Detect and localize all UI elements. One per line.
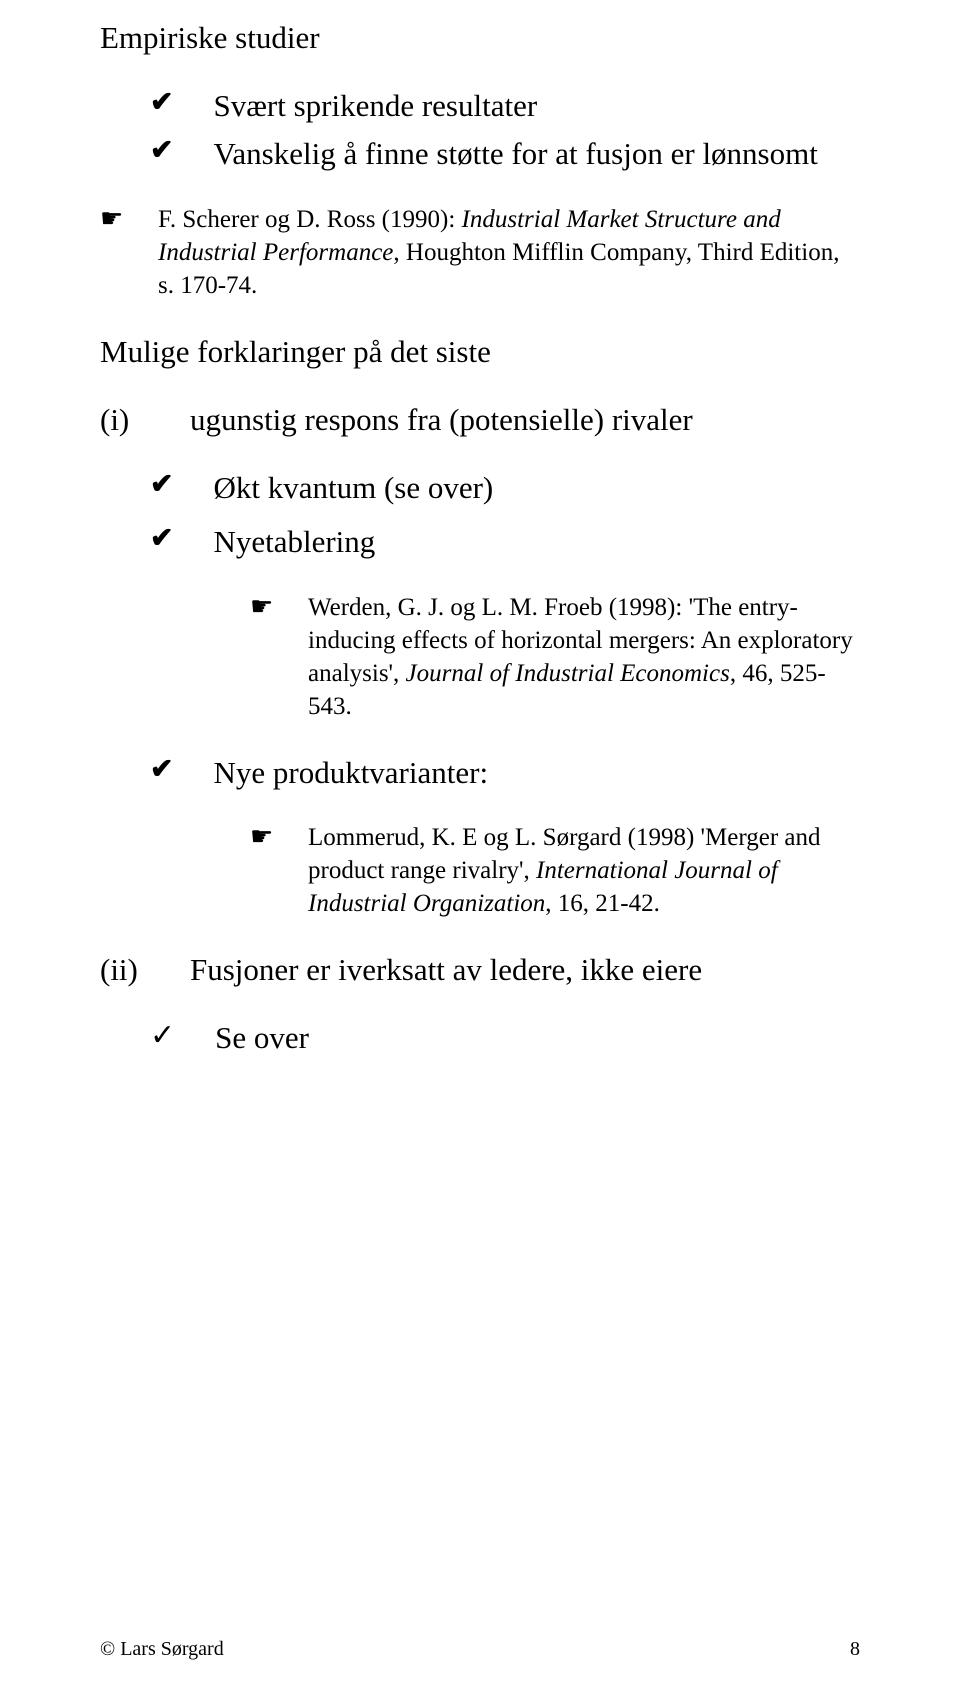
roman-text: Fusjoner er iverksatt av ledere, ikke ei… [190, 950, 860, 990]
roman-item-i: (i) ugunstig respons fra (potensielle) r… [100, 400, 860, 440]
bullet-item: ✔ Svært sprikende resultater [100, 86, 860, 126]
citation-scherer: ☛ F. Scherer og D. Ross (1990): Industri… [100, 203, 860, 302]
citation-lommerud: ☛ Lommerud, K. E og L. Sørgard (1998) 'M… [100, 821, 860, 920]
roman-item-ii: (ii) Fusjoner er iverksatt av ledere, ik… [100, 950, 860, 990]
page-title: Empiriske studier [100, 20, 860, 56]
bullet-item: ✓ Se over [100, 1018, 860, 1058]
bullet-text: Se over [175, 1018, 860, 1058]
check-bold-icon: ✔ [100, 134, 173, 168]
bullet-text: Svært sprikende resultater [173, 86, 860, 126]
citation-text: Werden, G. J. og L. M. Froeb (1998): 'Th… [290, 591, 860, 723]
document-page: Empiriske studier ✔ Svært sprikende resu… [0, 0, 960, 1701]
citation-text: Lommerud, K. E og L. Sørgard (1998) 'Mer… [290, 821, 860, 920]
citation-text: F. Scherer og D. Ross (1990): Industrial… [140, 203, 860, 302]
citation-suffix: , 16, 21-42. [545, 890, 660, 917]
pointer-icon: ☛ [250, 591, 290, 622]
roman-label: (ii) [100, 950, 190, 990]
check-bold-icon: ✔ [100, 753, 173, 787]
se-over-group: ✓ Se over [100, 1018, 860, 1058]
bullet-item: ✔ Nyetablering [100, 522, 860, 562]
footer-copyright: © Lars Sørgard [100, 1638, 224, 1661]
page-footer: © Lars Sørgard 8 [100, 1638, 860, 1661]
citation-werden: ☛ Werden, G. J. og L. M. Froeb (1998): '… [100, 591, 860, 723]
bullet-item: ✔ Vanskelig å finne støtte for at fusjon… [100, 134, 860, 174]
check-bold-icon: ✔ [100, 522, 173, 556]
bullet-item: ✔ Nye produktvarianter: [100, 753, 860, 793]
bullet-text: Vanskelig å finne støtte for at fusjon e… [173, 134, 860, 174]
sub-bullet-nye-prod: ✔ Nye produktvarianter: [100, 753, 860, 793]
pointer-icon: ☛ [250, 821, 290, 852]
check-bold-icon: ✔ [100, 86, 173, 120]
bullet-text: Nyetablering [173, 522, 860, 562]
section-heading: Mulige forklaringer på det siste [100, 332, 860, 372]
roman-label: (i) [100, 400, 190, 440]
pointer-icon: ☛ [100, 203, 140, 234]
bullet-text: Nye produktvarianter: [173, 753, 860, 793]
sub-bullet-group-i: ✔ Økt kvantum (se over) ✔ Nyetablering [100, 468, 860, 563]
citation-prefix: F. Scherer og D. Ross (1990): [158, 206, 462, 233]
check-bold-icon: ✔ [100, 468, 173, 502]
check-light-icon: ✓ [100, 1018, 175, 1054]
top-bullet-group: ✔ Svært sprikende resultater ✔ Vanskelig… [100, 86, 860, 175]
bullet-item: ✔ Økt kvantum (se over) [100, 468, 860, 508]
roman-text: ugunstig respons fra (potensielle) rival… [190, 400, 860, 440]
citation-title: Journal of Industrial Economics [406, 660, 730, 687]
bullet-text: Økt kvantum (se over) [173, 468, 860, 508]
footer-page-number: 8 [850, 1638, 860, 1661]
